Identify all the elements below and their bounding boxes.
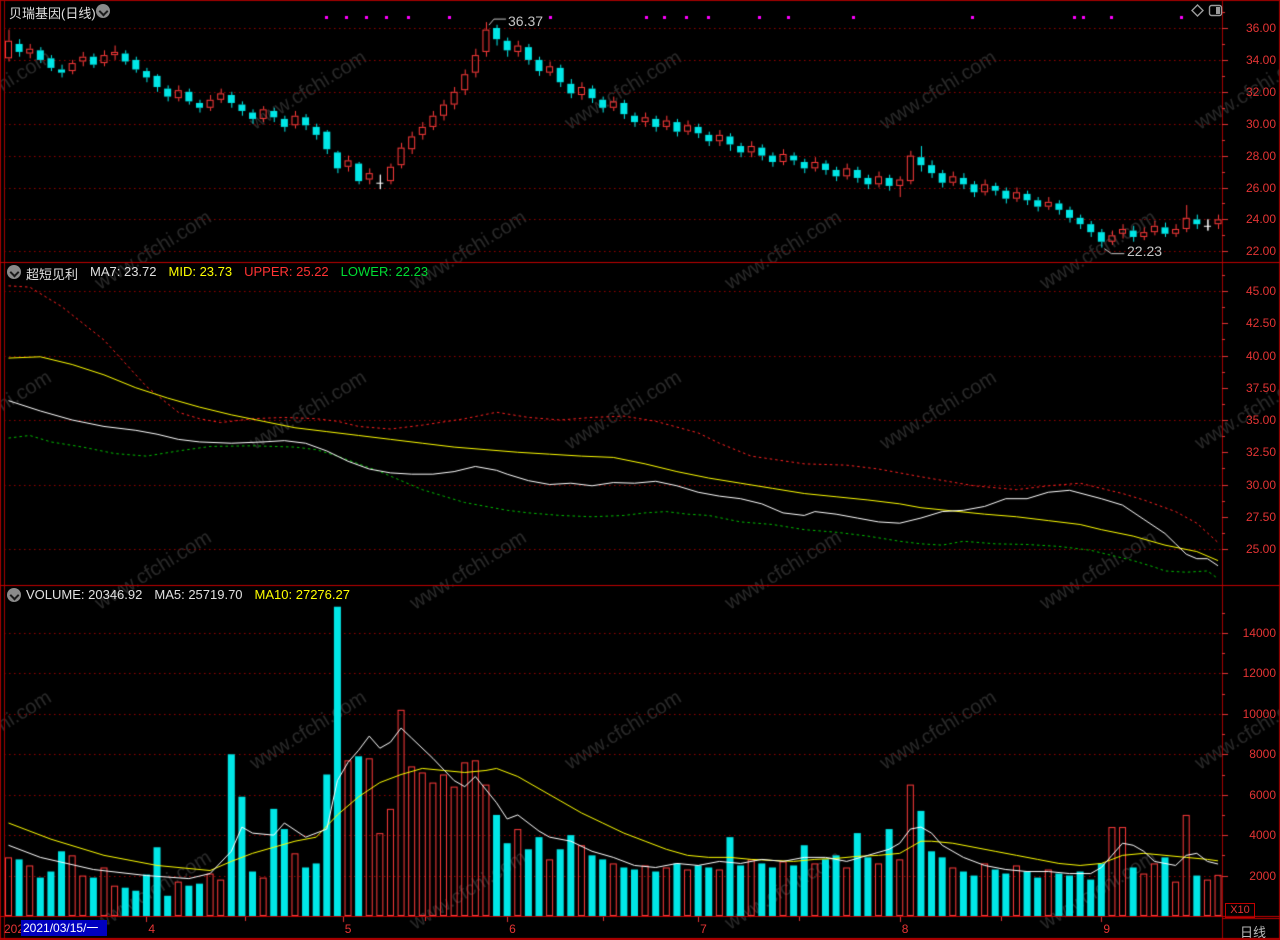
stock-title: 贝瑞基因(日线) xyxy=(9,6,96,21)
indicator-axis-label: 27.50 xyxy=(1245,509,1276,524)
date-axis-clipped-year: 202 xyxy=(4,922,25,936)
volume-axis-label: 12000 xyxy=(1242,666,1276,681)
volume-legend-item: VOLUME: 20346.92 xyxy=(26,587,143,602)
indicator-axis-label: 35.00 xyxy=(1245,413,1276,427)
price-axis-label: 32.00 xyxy=(1245,84,1276,99)
month-label: 8 xyxy=(901,922,909,936)
volume-axis-label: 6000 xyxy=(1249,787,1276,802)
low-annotation: 22.23 xyxy=(1127,243,1163,259)
high-annotation: 36.37 xyxy=(508,13,544,29)
indicator-axis-label: 30.00 xyxy=(1245,477,1276,492)
volume-legend: VOLUME: 20346.92 MA5: 25719.70 MA10: 27276… xyxy=(26,587,350,602)
price-axis-label: 36.00 xyxy=(1245,21,1276,35)
volume-legend-item: MA10: 27276.27 xyxy=(254,587,350,602)
volume-axis-label: 4000 xyxy=(1249,828,1276,843)
volume-legend-item: MA5: 25719.70 xyxy=(154,587,243,602)
volume-axis-label: 2000 xyxy=(1249,868,1276,883)
chevron-down-icon[interactable] xyxy=(7,588,21,602)
indicator-axis-label: 37.50 xyxy=(1245,380,1276,395)
indicator-axis-label: 45.00 xyxy=(1245,284,1276,298)
price-axis-label: 28.00 xyxy=(1245,148,1276,163)
selected-date-box: 2021/03/15/一 xyxy=(21,920,107,936)
indicator-name: 超短见利 xyxy=(26,267,79,282)
indicator-axis-label: 25.00 xyxy=(1245,542,1276,556)
price-axis-label: 24.00 xyxy=(1245,212,1276,227)
volume-axis-label: 14000 xyxy=(1242,626,1276,640)
price-axis-label: 34.00 xyxy=(1245,52,1276,67)
price-axis-label: 22.00 xyxy=(1245,244,1276,259)
diamond-icon[interactable] xyxy=(1190,3,1205,18)
indicator-legend-item: UPPER: 25.22 xyxy=(244,264,329,279)
chevron-down-icon[interactable] xyxy=(96,4,110,18)
volume-multiplier-label: X10 xyxy=(1225,903,1255,918)
price-axis-label: 30.00 xyxy=(1245,116,1276,131)
month-label: 9 xyxy=(1103,922,1111,936)
period-label: 日线 xyxy=(1240,925,1267,940)
month-label: 7 xyxy=(700,922,707,936)
indicator-axis-label: 42.50 xyxy=(1245,316,1276,331)
indicator-axis-label: 40.00 xyxy=(1245,348,1276,363)
indicator-legend: 超短见利 MA7: 23.72 MID: 23.73 UPPER: 25.22 LOW… xyxy=(26,264,428,283)
indicator-legend-item: MA7: 23.72 xyxy=(90,264,157,279)
indicator-legend-item: LOWER: 22.23 xyxy=(340,264,429,279)
indicator-axis-label: 32.50 xyxy=(1245,445,1276,460)
split-window-icon[interactable] xyxy=(1208,3,1223,18)
chevron-down-icon[interactable] xyxy=(7,265,21,279)
month-label: 5 xyxy=(344,922,352,936)
indicator-legend-item: MID: 23.73 xyxy=(168,264,233,279)
month-label: 4 xyxy=(148,922,156,936)
price-axis-label: 26.00 xyxy=(1245,180,1276,195)
month-label: 6 xyxy=(509,922,516,936)
volume-axis-label: 10000 xyxy=(1242,706,1276,721)
volume-axis-label: 8000 xyxy=(1249,747,1276,762)
